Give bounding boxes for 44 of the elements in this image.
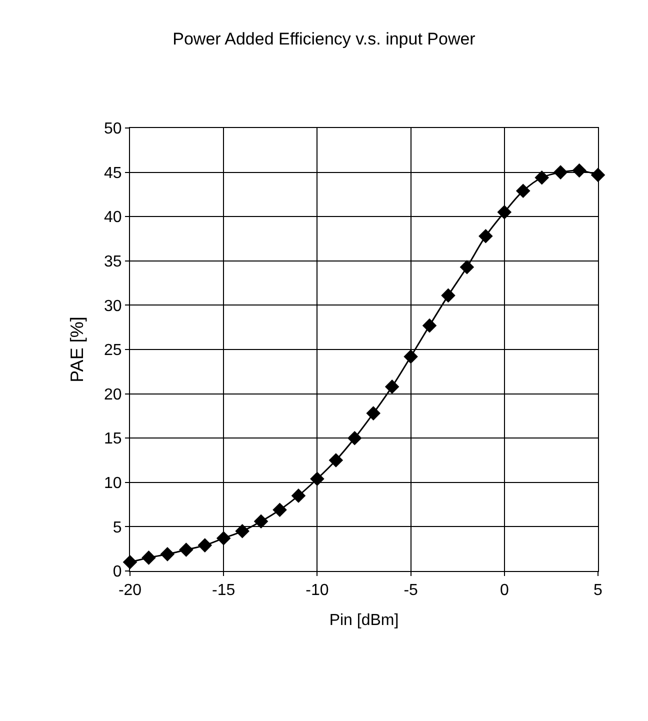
x-tick-label: 5 [594,582,603,600]
point [198,538,212,552]
x-tick-label: -20 [118,582,142,600]
y-tick-label: 25 [104,342,122,360]
y-tick-label: 10 [104,475,122,492]
x-tick-label: -10 [306,582,329,600]
x-tick-label: 0 [500,582,509,600]
point [179,542,194,557]
point [497,205,512,220]
point [310,472,324,486]
point [516,184,530,198]
point [572,163,586,178]
y-tick-label: 20 [104,386,122,404]
point [422,318,437,333]
point [272,502,287,518]
point [553,165,568,180]
point [291,488,306,503]
x-axis-title: Pin [dBm] [329,612,399,629]
point [404,349,418,364]
chart-title: Power Added Efficiency v.s. input Power [172,29,476,48]
y-tick-label: 0 [112,564,122,581]
y-tick-label: 50 [104,120,122,138]
point [441,288,456,303]
y-tick-label: 45 [104,164,122,182]
point [142,550,156,565]
point [216,531,231,546]
point [347,430,362,446]
point [460,260,474,274]
point [328,453,344,468]
point [160,547,175,562]
point [478,228,493,244]
y-tick-label: 40 [104,209,122,226]
y-tick-label: 5 [112,519,122,536]
y-tick-label: 35 [104,254,122,270]
y-tick-label: 15 [104,430,122,448]
x-tick-label: -15 [212,582,236,600]
y-axis-title: PAE [%] [67,316,88,382]
y-tick-label: 30 [104,298,122,315]
point [384,380,400,394]
point [366,406,381,420]
x-tick-label: -5 [404,582,418,600]
point [254,514,268,529]
point [235,524,250,538]
point [534,170,549,185]
